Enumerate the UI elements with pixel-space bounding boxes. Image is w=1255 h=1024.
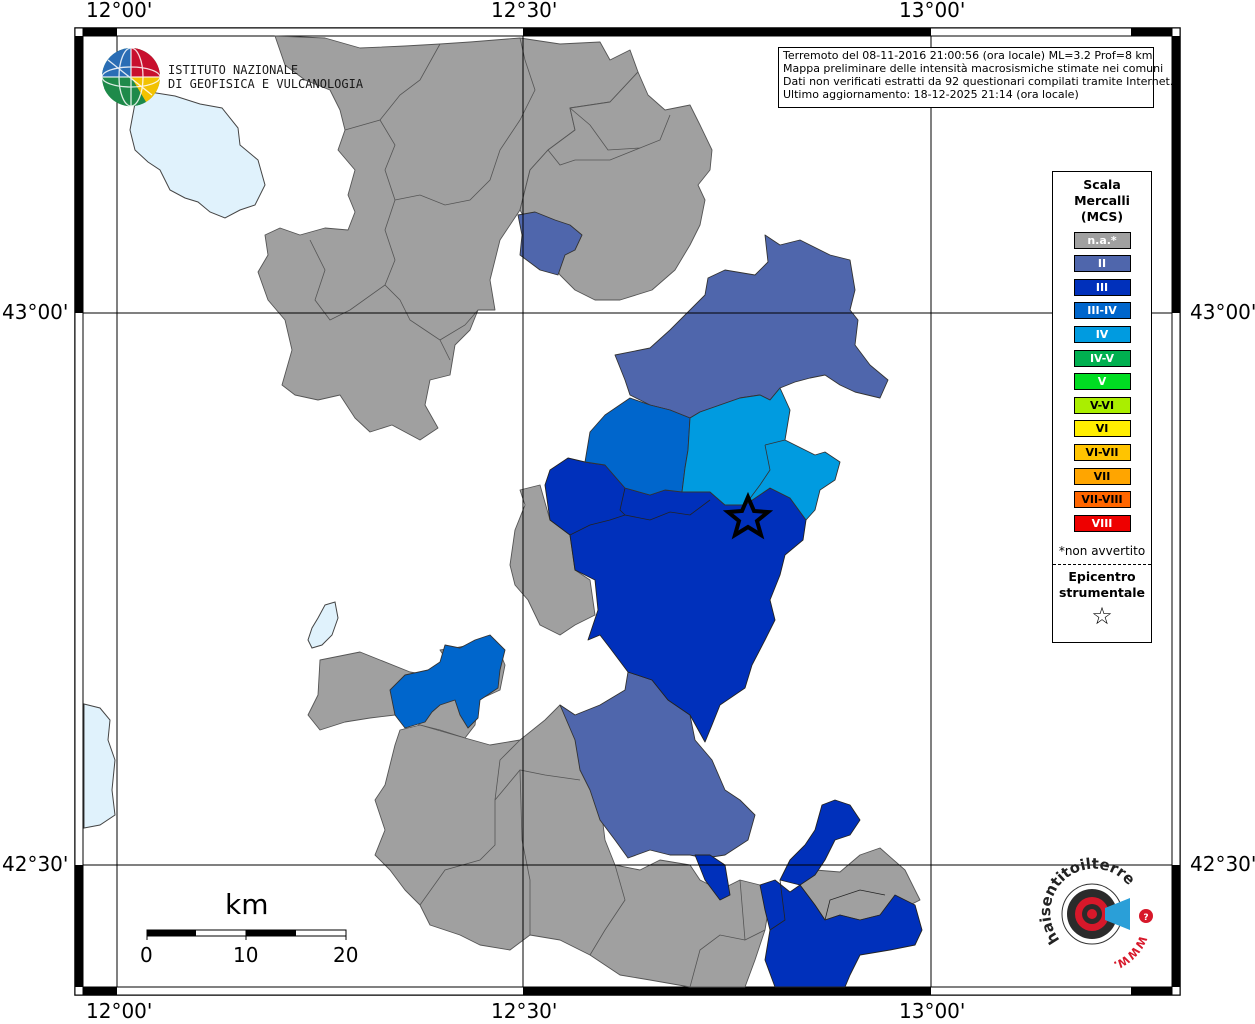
ingv-line-2: DI GEOFISICA E VULCANOLOGIA (168, 77, 364, 91)
legend-items: n.a.* II III III-IV IV IV-V V V-VI VI VI-VII VII VI… (1053, 231, 1151, 532)
scale-tick-10: 10 (233, 943, 259, 967)
lake-bracciano (83, 703, 116, 829)
area-iv-northeast (681, 387, 841, 521)
area-iii-south-small (694, 854, 731, 901)
legend-epicenter-2: strumentale (1058, 584, 1146, 600)
legend-item: III-IV (1073, 302, 1131, 320)
legend-item: II (1073, 255, 1131, 273)
ingv-line-1: ISTITUTO NAZIONALE (168, 63, 299, 77)
legend-item: VI-VII (1073, 443, 1131, 461)
area-iii-southeast-2 (779, 799, 861, 886)
lon-bottom-3: 13°00' (899, 999, 966, 1023)
lon-top-3: 13°00' (899, 0, 966, 22)
legend-title-3: (MCS) (1080, 209, 1124, 224)
legend-epicenter-label: Epicentro strumentale (1053, 569, 1151, 601)
legend-title: Scala Mercalli (MCS) (1053, 177, 1151, 225)
lon-bottom-1: 12°00' (86, 999, 153, 1023)
info-line-1: Terremoto del 08-11-2016 21:00:56 (ora l… (783, 49, 1153, 62)
lat-left-2: 42°30' (2, 852, 69, 876)
scale-bar (146, 929, 347, 940)
scale-unit: km (225, 888, 269, 921)
scale-tick-20: 20 (333, 943, 359, 967)
epicenter-star (722, 491, 774, 540)
legend-note: *non avvertito (1058, 543, 1146, 558)
star-icon: ☆ (1091, 601, 1113, 630)
legend-item: VIII (1073, 514, 1131, 532)
info-line-4: Ultimo aggiornamento: 18-12-2025 21:14 (… (783, 88, 1079, 101)
lat-left-1: 43°00' (2, 300, 69, 324)
legend-item: V-VI (1073, 396, 1131, 414)
area-iii-iv-west (389, 634, 506, 729)
area-iii-southeast-1 (759, 879, 923, 988)
ingv-logo-text: ISTITUTO NAZIONALE DI GEOFISICA E VULCAN… (168, 63, 363, 91)
info-line-3: Dati non verificati estratti da 92 quest… (783, 75, 1174, 88)
legend-epicenter-1: Epicentro (1068, 568, 1136, 584)
lake-vico (307, 601, 339, 649)
legend-item: n.a.* (1073, 231, 1131, 249)
lake-bolsena (129, 91, 266, 219)
legend-item: V (1073, 373, 1131, 391)
legend-item: IV-V (1073, 349, 1131, 367)
legend-item: IV (1073, 325, 1131, 343)
lon-top-1: 12°00' (86, 0, 153, 22)
frame-ticks (74, 27, 1181, 996)
ingv-logo-icon (101, 47, 161, 107)
lon-bottom-2: 12°30' (491, 999, 558, 1023)
mcs-legend: Scala Mercalli (MCS) n.a.* II III III-IV IV I… (1052, 171, 1152, 643)
lat-right-2: 42°30' (1190, 852, 1255, 876)
earthquake-info-box: Terremoto del 08-11-2016 21:00:56 (ora l… (778, 47, 1174, 108)
area-na-north (257, 35, 639, 441)
scale-tick-0: 0 (140, 943, 153, 967)
legend-divider (1053, 563, 1151, 565)
legend-title-2: Mercalli (1074, 193, 1130, 208)
svg-text:?: ? (1143, 913, 1148, 923)
area-ii-north-small (517, 211, 583, 276)
legend-title-1: Scala (1083, 177, 1121, 192)
legend-item: VII-VIII (1073, 491, 1131, 509)
lat-right-1: 43°00' (1190, 300, 1255, 324)
legend-item: VI (1073, 420, 1131, 438)
lon-top-2: 12°30' (491, 0, 558, 22)
legend-item: III (1073, 278, 1131, 296)
legend-item: VII (1073, 467, 1131, 485)
info-line-2: Mappa preliminare delle intensità macros… (783, 62, 1164, 75)
